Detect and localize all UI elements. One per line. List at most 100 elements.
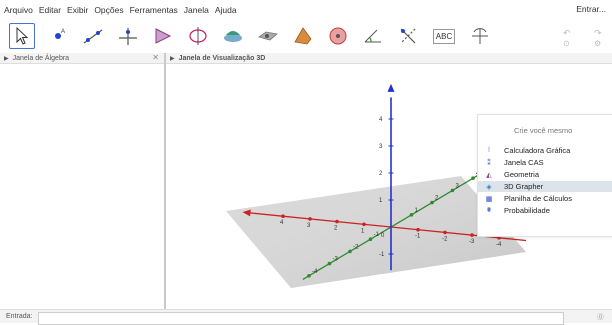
rotate-view-tool-button[interactable] <box>467 23 493 49</box>
panel-divider[interactable] <box>164 53 166 309</box>
menu-janela[interactable]: Janela <box>183 4 209 15</box>
z-tick-label: 2 <box>379 171 383 177</box>
y-axis <box>302 170 486 281</box>
text-tool-button[interactable]: ABC <box>430 23 458 49</box>
cursor-icon <box>16 26 29 45</box>
geometry-icon: ◭ <box>486 171 492 179</box>
perspective-spreadsheet[interactable]: ▦ Planilha de Cálculos <box>478 193 612 204</box>
y-tick-mark <box>368 237 373 241</box>
point-icon: A <box>55 29 65 39</box>
circle-axis-icon <box>189 27 207 45</box>
perspective-label: Probabilidade <box>504 206 550 215</box>
3d-graphics-icon: ◈ <box>486 183 492 191</box>
move-tool-button[interactable] <box>9 23 35 49</box>
algebra-view-header: ▶ Janela de Álgebra ✕ <box>0 53 165 64</box>
menu-ajuda[interactable]: Ajuda <box>214 4 237 15</box>
perspective-label: Geometria <box>504 170 540 179</box>
x-tick-mark <box>308 217 312 221</box>
menu-bar: Arquivo Editar Exibir Opções Ferramentas… <box>0 0 612 19</box>
algebra-view[interactable] <box>0 64 164 309</box>
y-tick-label: 3 <box>456 183 460 189</box>
sphere-tool-button[interactable] <box>325 23 351 49</box>
x-tick-label: -3 <box>469 239 475 245</box>
close-icon[interactable]: ✕ <box>152 53 159 62</box>
menu-arquivo[interactable]: Arquivo <box>4 4 33 15</box>
perspective-cas[interactable]: ⁑ Janela CAS <box>478 157 612 168</box>
z-tick-label: 3 <box>379 144 383 150</box>
menu-ferramentas[interactable]: Ferramentas <box>129 4 178 15</box>
x-tick-label: -1 <box>415 234 421 240</box>
perpendicular-tool-button[interactable] <box>115 23 141 49</box>
graphics-view-title: Janela de Visualização 3D <box>178 54 266 62</box>
input-bar-label: Entrada: <box>6 313 33 320</box>
login-link[interactable]: Entrar... <box>576 4 606 14</box>
plane-tool-button[interactable] <box>255 23 281 49</box>
sphere-icon <box>329 27 347 45</box>
menu-exibir[interactable]: Exibir <box>67 4 89 15</box>
reflect-icon <box>400 28 416 44</box>
perspective-3d-grapher[interactable]: ◈ 3D Grapher <box>478 181 612 192</box>
undo-icon[interactable]: ↶ <box>563 28 571 38</box>
algebra-view-title: Janela de Álgebra <box>12 54 70 62</box>
line-tool-button[interactable] <box>80 23 106 49</box>
y-tick-mark <box>307 274 311 278</box>
pyramid-tool-button[interactable] <box>290 23 316 49</box>
polygon-tool-button[interactable] <box>150 23 176 49</box>
plane-icon <box>258 31 278 41</box>
collapse-arrow-icon[interactable]: ▶ <box>170 55 175 62</box>
perspective-label: Calculadora Gráfica <box>504 146 571 155</box>
z-tick-label: -1 <box>379 252 385 258</box>
y-tick-label: -3 <box>333 257 339 263</box>
angle-icon <box>364 29 381 43</box>
y-tick-label: 1 <box>415 208 419 214</box>
x-tick-label: 4 <box>280 220 284 226</box>
perspectives-menu: Crie você mesmo ⦚ Calculadora Gráfica ⁑ … <box>477 114 612 237</box>
x-tick-mark <box>443 230 447 235</box>
x-tick-label: -2 <box>442 236 448 242</box>
perspective-geometry[interactable]: ◭ Geometria <box>478 169 612 180</box>
y-tick-label: -4 <box>312 269 318 275</box>
reflect-tool-button[interactable] <box>395 23 421 49</box>
rotate-view-icon <box>472 28 488 44</box>
x-tick-mark <box>416 227 420 232</box>
input-bar-field[interactable] <box>38 312 564 325</box>
redo-icon[interactable]: ↷ <box>594 28 602 38</box>
angle-tool-button[interactable] <box>360 23 386 49</box>
y-tick-label: -2 <box>353 244 359 250</box>
input-bar: Entrada: ⓪ <box>0 309 612 325</box>
toolbar: A ABC ↶ ↷ ⊙ ⚙ <box>0 19 612 53</box>
perspective-graphing[interactable]: ⦚ Calculadora Gráfica <box>478 145 612 156</box>
perspective-probability[interactable]: ⩩ Probabilidade <box>478 205 612 216</box>
menu-opcoes[interactable]: Opções <box>94 4 124 15</box>
point-tool-button[interactable]: A <box>45 23 71 49</box>
x-tick-label: -4 <box>496 242 502 248</box>
cas-icon: ⁑ <box>487 159 491 167</box>
y-tick-mark <box>409 213 414 217</box>
x-tick-label: 2 <box>334 226 338 232</box>
svg-text:A: A <box>61 29 65 35</box>
y-tick-label: -1 <box>374 232 380 238</box>
pyramid-icon <box>294 27 312 45</box>
perspective-label: Janela CAS <box>504 158 544 167</box>
x-tick-mark <box>362 222 366 227</box>
menu-editar[interactable]: Editar <box>38 4 62 15</box>
probability-icon: ⩩ <box>487 206 491 214</box>
x-tick-mark <box>335 219 339 224</box>
input-help-icon[interactable]: ⓪ <box>597 314 604 321</box>
help-icon[interactable]: ⊙ <box>563 39 570 48</box>
collapse-arrow-icon[interactable]: ▶ <box>4 55 9 62</box>
graphing-icon: ⦚ <box>488 146 490 154</box>
circle-tool-button[interactable] <box>185 23 211 49</box>
z-tick-label: 1 <box>379 198 383 204</box>
intersect-planes-tool-button[interactable] <box>220 23 246 49</box>
y-tick-mark <box>471 176 475 180</box>
settings-icon[interactable]: ⚙ <box>594 39 602 48</box>
text-tool-label: ABC <box>432 28 456 44</box>
x-tick-mark <box>470 233 474 237</box>
z-axis-arrow <box>387 83 395 92</box>
z-tick-label: 4 <box>379 117 383 123</box>
polygon-icon <box>155 28 172 44</box>
line-icon <box>83 29 103 44</box>
